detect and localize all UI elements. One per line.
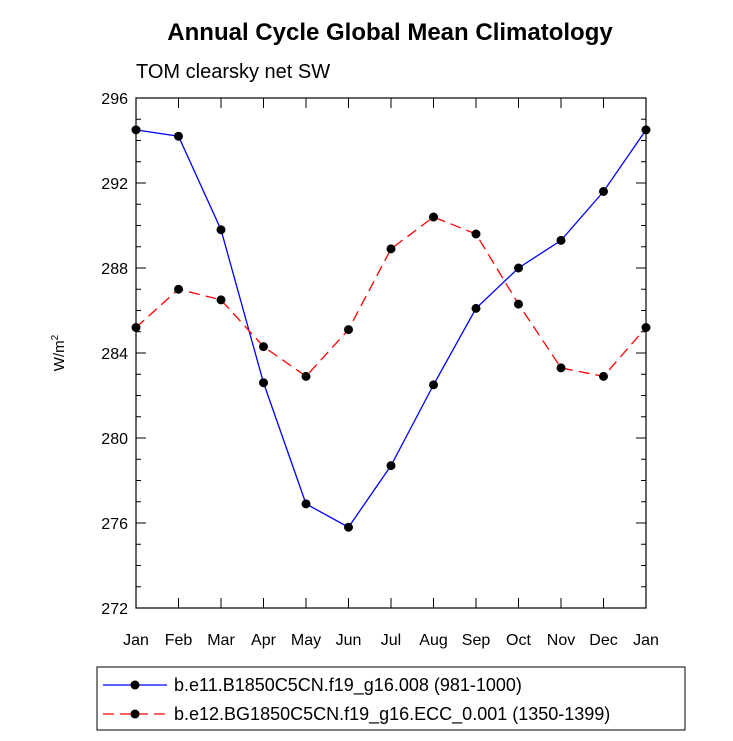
series-2-point xyxy=(556,363,566,373)
legend: b.e11.B1850C5CN.f19_g16.008 (981-1000) b… xyxy=(96,666,686,731)
x-tick-label: Sep xyxy=(462,632,491,649)
plot-frame xyxy=(135,97,647,609)
series-2-point xyxy=(641,323,651,332)
x-tick-label: Jun xyxy=(336,632,362,649)
series-2-point xyxy=(131,323,141,332)
series-2-point xyxy=(514,299,523,309)
x-tick-label: Dec xyxy=(589,632,617,649)
series-2-point xyxy=(599,371,608,381)
x-tick-label: Jul xyxy=(381,632,401,649)
series-2-point xyxy=(386,244,396,254)
y-axis: 272 276 280 284 288 292 296 xyxy=(101,91,646,618)
x-tick-label: Mar xyxy=(207,632,235,649)
series-1-point xyxy=(301,499,311,509)
series-2-line xyxy=(135,216,647,378)
series-1-point xyxy=(556,235,566,245)
legend-label-series-1: b.e11.B1850C5CN.f19_g16.008 (981-1000) xyxy=(174,675,522,696)
y-tick-label: 296 xyxy=(101,91,128,108)
x-tick-label: Jan xyxy=(123,632,149,649)
series-1-point xyxy=(131,125,141,135)
series-1-point xyxy=(599,187,608,196)
legend-label-series-2: b.e12.BG1850C5CN.f19_g16.ECC_0.001 (1350… xyxy=(174,704,610,725)
x-tick-label: Nov xyxy=(547,632,575,649)
series-1-point xyxy=(174,131,183,141)
series-1-point xyxy=(259,378,268,388)
y-axis-label-superscript: 2 xyxy=(50,334,61,340)
y-tick-label: 288 xyxy=(101,261,128,278)
series-1-point xyxy=(471,303,481,313)
y-axis-label-unit: W/m xyxy=(51,340,68,371)
series-1-point xyxy=(216,225,226,235)
x-tick-label: May xyxy=(291,632,321,649)
y-tick-label: 284 xyxy=(101,346,128,363)
series-2-point xyxy=(429,212,438,222)
y-tick-label: 276 xyxy=(101,516,128,533)
y-tick-label: 280 xyxy=(101,431,128,448)
x-tick-label: Oct xyxy=(506,632,531,649)
chart-title: Annual Cycle Global Mean Climatology xyxy=(167,19,613,46)
series-2-point xyxy=(471,229,481,239)
x-tick-label: Jan xyxy=(633,632,659,649)
series-2-point xyxy=(301,371,311,381)
series-1-point xyxy=(386,461,396,471)
series-1-point xyxy=(641,125,651,135)
legend-marker-series-1 xyxy=(130,680,140,690)
series-2-point xyxy=(174,284,183,294)
x-tick-label: Feb xyxy=(165,632,193,649)
chart-subtitle: TOM clearsky net SW xyxy=(136,61,330,83)
series-layer xyxy=(131,125,651,532)
series-1-point xyxy=(429,380,438,390)
series-2-point xyxy=(344,325,353,335)
y-tick-label: 292 xyxy=(101,176,128,193)
x-tick-label: Apr xyxy=(251,632,277,649)
legend-marker-series-2 xyxy=(130,709,140,719)
series-1-point xyxy=(344,522,353,532)
x-tick-label: Aug xyxy=(419,632,447,649)
y-axis-label: W/m2 xyxy=(50,334,68,371)
legend-box xyxy=(96,666,686,731)
x-axis: Jan Feb Mar Apr May Jun Jul Aug Sep Oct Nov Dec Jan xyxy=(123,98,659,649)
series-2-point xyxy=(259,342,268,352)
series-1-point xyxy=(514,263,523,273)
series-2-point xyxy=(216,295,226,305)
y-tick-label: 272 xyxy=(101,601,128,618)
